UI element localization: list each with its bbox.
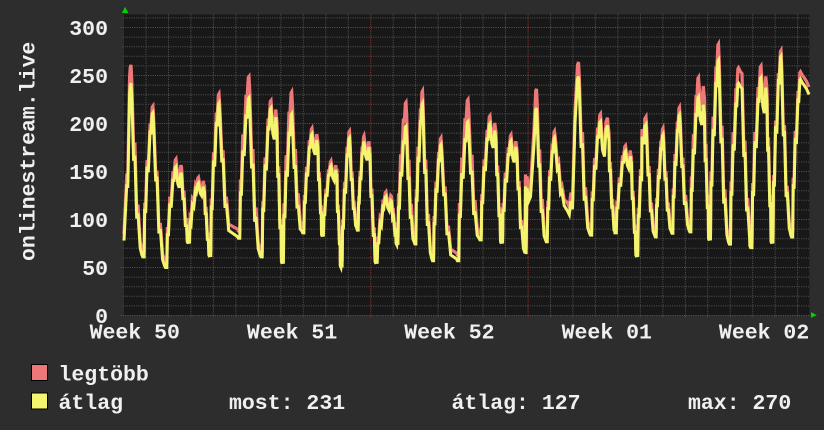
- svg-text:átlag: 127: átlag: 127: [452, 392, 581, 416]
- svg-text:onlinestream.live: onlinestream.live: [18, 42, 42, 261]
- svg-text:0: 0: [95, 306, 108, 330]
- svg-text:átlag: átlag: [59, 392, 124, 416]
- svg-text:300: 300: [69, 18, 108, 42]
- svg-text:Week 52: Week 52: [404, 322, 494, 346]
- svg-text:Week 02: Week 02: [719, 322, 809, 346]
- svg-text:Week 50: Week 50: [90, 322, 180, 346]
- svg-text:250: 250: [69, 66, 108, 90]
- svg-text:Week 51: Week 51: [247, 322, 337, 346]
- svg-text:max: 270: max: 270: [688, 392, 791, 416]
- svg-text:legtöbb: legtöbb: [59, 364, 149, 388]
- svg-text:100: 100: [69, 210, 108, 234]
- svg-text:50: 50: [82, 258, 108, 282]
- svg-text:200: 200: [69, 114, 108, 138]
- svg-text:most: 231: most: 231: [229, 392, 345, 416]
- svg-text:Week 01: Week 01: [562, 322, 652, 346]
- svg-text:150: 150: [69, 162, 108, 186]
